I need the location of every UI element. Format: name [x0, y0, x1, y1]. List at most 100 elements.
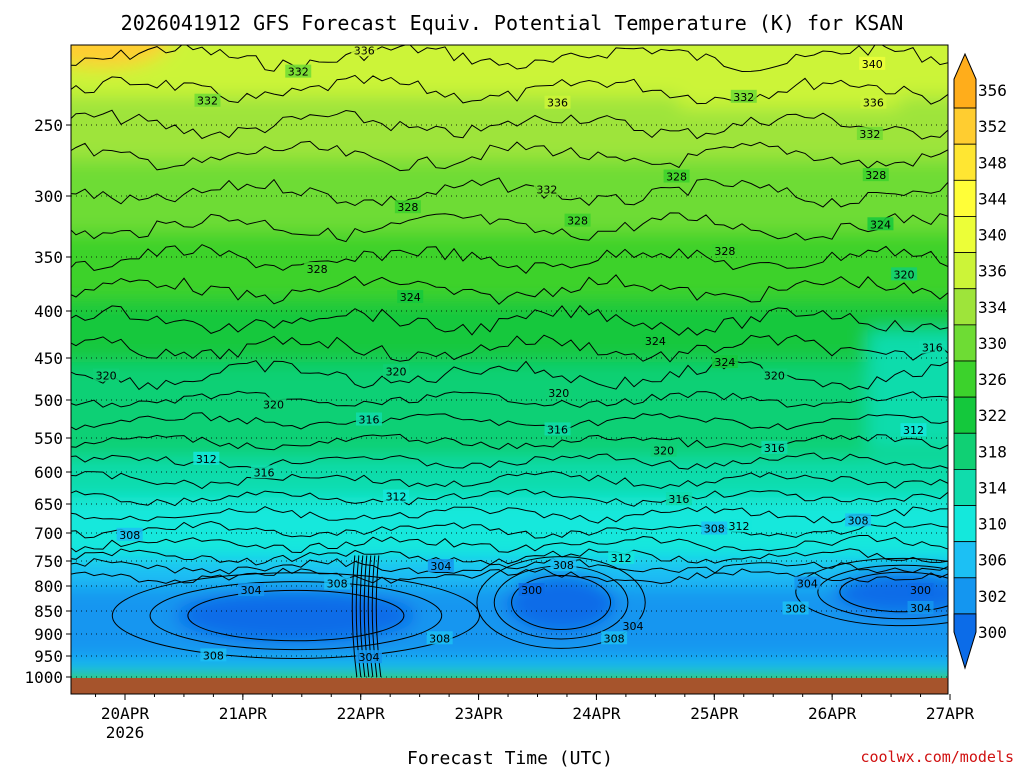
colorbar-swatch — [953, 468, 977, 506]
colorbar-top-arrow — [953, 52, 977, 109]
contour-label: 328 — [865, 169, 886, 182]
y-tick-label: 900 — [34, 625, 63, 644]
contour-label-bg — [860, 95, 887, 109]
contour-label-bg — [544, 95, 571, 109]
contour-line — [367, 555, 374, 678]
colorbar-swatch — [953, 541, 977, 579]
y-tick-label: 1000 — [24, 668, 63, 687]
x-tick-label: 22APR — [337, 704, 386, 723]
colorbar-label: 322 — [978, 406, 1007, 425]
contour-label: 316 — [547, 423, 568, 436]
contour-label: 320 — [263, 398, 284, 411]
y-axis: 250 300 350 400 450 500 550 600 650 700 750 800 850 9… — [24, 116, 71, 687]
cold-core-1 — [175, 587, 416, 644]
colorbar-swatch — [953, 505, 977, 543]
cold-core-3 — [832, 570, 948, 614]
colorbar-swatch — [953, 179, 977, 217]
colorbar-label: 306 — [978, 551, 1007, 570]
theta-e-band — [71, 458, 948, 499]
contour-label-bg — [285, 64, 312, 78]
contour-label: 336 — [863, 97, 884, 110]
contour-label-bg — [845, 513, 872, 527]
contour-label-bg — [238, 583, 265, 596]
x-axis-label: Forecast Time (UTC) — [407, 748, 613, 768]
colorbar-label: 352 — [978, 117, 1007, 136]
y-tick-label: 850 — [34, 602, 63, 621]
colorbar-label: 334 — [978, 298, 1007, 317]
contour-label-bg — [642, 334, 669, 348]
y-tick-label: 600 — [34, 463, 63, 482]
contour-line — [71, 360, 948, 391]
contour-line — [71, 74, 948, 105]
contour-label-bg — [304, 261, 331, 275]
contour-label: 328 — [307, 263, 328, 276]
contour-label: 316 — [254, 466, 275, 479]
contour-label-bg — [856, 126, 883, 140]
contour-line — [351, 555, 358, 678]
colorbar-label: 330 — [978, 334, 1007, 353]
contour-line — [71, 45, 948, 73]
contour-label-bg — [919, 340, 946, 354]
contour-label: 324 — [645, 335, 666, 348]
contour-label: 328 — [397, 201, 418, 214]
contour-label-bg — [383, 489, 410, 503]
contour-label-bg — [550, 558, 577, 571]
contour-line — [71, 412, 948, 431]
x-tick-sublabel: 2026 — [106, 723, 145, 742]
contour-label: 304 — [430, 560, 451, 573]
theta-e-band — [71, 362, 948, 417]
colorbar-swatch — [953, 360, 977, 398]
contour-label-bg — [383, 364, 410, 378]
colorbar-label: 318 — [978, 442, 1007, 461]
contour-line — [363, 555, 370, 678]
contour-label-bg — [93, 368, 120, 382]
x-tick-label: 27APR — [926, 704, 975, 723]
contour-line — [71, 109, 948, 140]
contour-label-bg — [116, 527, 143, 541]
contour-label-bg — [761, 440, 788, 454]
contour-label-bg — [730, 89, 757, 103]
closed-contour — [817, 564, 948, 620]
contour-label-bg — [701, 521, 728, 535]
contour-label: 300 — [521, 584, 542, 597]
contour-line — [371, 555, 378, 678]
y-tick-label: 550 — [34, 429, 63, 448]
contour-label-bg — [608, 550, 635, 564]
contour-label: 308 — [848, 514, 869, 527]
contour-label-bg — [324, 576, 351, 590]
contour-line — [71, 548, 948, 566]
contour-label: 328 — [567, 215, 588, 228]
contour-label: 320 — [548, 387, 569, 400]
contour-label: 320 — [894, 268, 915, 281]
contour-label: 308 — [553, 559, 574, 572]
contour-line — [71, 433, 948, 451]
contour-label: 304 — [797, 578, 818, 591]
contour-label: 308 — [604, 632, 625, 645]
x-tick-label: 21APR — [219, 704, 268, 723]
contour-label-bg — [355, 650, 382, 664]
contour-label: 308 — [429, 632, 450, 645]
contour-label: 332 — [197, 95, 218, 108]
contour-label: 320 — [653, 445, 674, 458]
colorbar-label: 302 — [978, 587, 1007, 606]
theta-e-band — [71, 573, 948, 587]
y-tick-label: 350 — [34, 248, 63, 267]
closed-contour — [111, 572, 480, 659]
y-tick-label: 250 — [34, 116, 63, 135]
y-tick-label: 700 — [34, 524, 63, 543]
y-tick-label: 750 — [34, 552, 63, 571]
x-tick-label: 25APR — [690, 704, 739, 723]
contour-label: 332 — [733, 91, 754, 104]
contour-label-bg — [194, 93, 221, 107]
contour-line — [71, 488, 948, 507]
contour-label: 324 — [714, 356, 735, 369]
plot-frame — [70, 44, 949, 695]
contour-lines — [71, 45, 948, 678]
contour-label: 328 — [666, 171, 687, 184]
theta-e-band — [71, 634, 948, 662]
colorbar-swatch — [953, 252, 977, 290]
contour-label-bg — [619, 619, 646, 633]
credit-text: coolwx.com/models — [860, 748, 1014, 766]
contour-label: 316 — [358, 414, 379, 427]
